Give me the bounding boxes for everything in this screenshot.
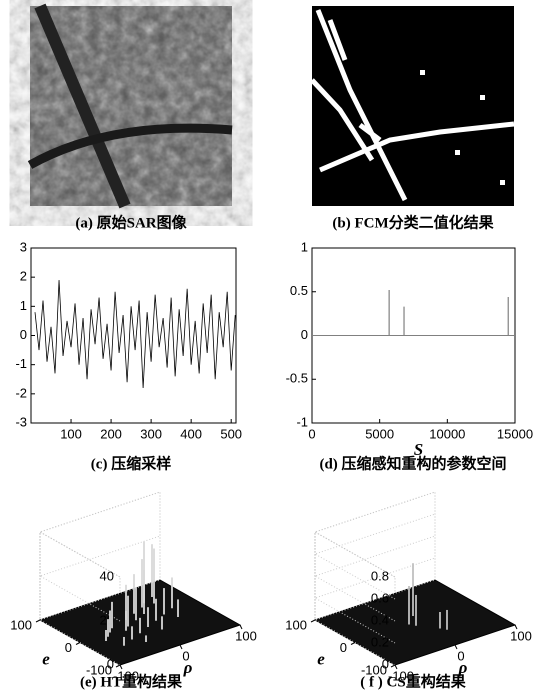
z-tick-label: 0 [107, 656, 114, 671]
x-tick-label: 0 [308, 426, 315, 441]
y-tick [35, 619, 41, 623]
y-tick-label: 2 [20, 269, 27, 284]
z-tick-label: 0 [382, 656, 389, 671]
y-tick-label: 100 [10, 617, 32, 632]
x-tick-label: 400 [180, 426, 202, 441]
caption: (d) 压缩感知重构的参数空间 [319, 454, 506, 472]
x-tick-label: -100 [113, 668, 139, 683]
grid-line [313, 535, 436, 622]
x-tick-label: 15000 [497, 426, 533, 441]
y-axis-label: e [42, 649, 50, 668]
caption: (b) FCM分类二值化结果 [332, 213, 494, 231]
y-tick-label: 0 [20, 327, 27, 342]
z-tick-label: 0.4 [371, 612, 389, 627]
x-tick-label: 100 [60, 426, 82, 441]
y-tick-label: -3 [15, 414, 27, 429]
x-tick [394, 664, 398, 670]
x-tick-label: 5000 [365, 426, 394, 441]
y-tick [310, 619, 316, 623]
grid-line [313, 557, 436, 644]
y-tick [115, 664, 121, 668]
y-tick-label: 0 [65, 640, 72, 655]
grid-line [313, 513, 436, 600]
y-tick-label: -2 [15, 385, 27, 400]
y-tick-label: 0 [301, 327, 308, 342]
x-tick-label: 300 [140, 426, 162, 441]
y-tick-label: -1 [15, 356, 27, 371]
x-tick-label: 10000 [429, 426, 465, 441]
x-axis-label: S [414, 440, 423, 459]
x-tick [119, 664, 123, 670]
x-tick-label: 0 [182, 648, 189, 663]
x-tick-label: 100 [510, 628, 532, 643]
y-tick-label: 100 [285, 617, 307, 632]
x-tick-label: -100 [388, 668, 414, 683]
y-axis-label: e [317, 649, 325, 668]
x-tick-label: 100 [235, 628, 257, 643]
y-tick-label: 0.5 [290, 283, 308, 298]
z-tick-label: 0.8 [371, 568, 389, 583]
z-tick-label: 0.6 [371, 590, 389, 605]
binary-image [310, 6, 515, 206]
x-tick [179, 644, 183, 650]
y-tick-label: 1 [20, 298, 27, 313]
caption: (a) 原始SAR图像 [75, 213, 187, 231]
z-tick-label: 0.2 [371, 634, 389, 649]
caption: (c) 压缩采样 [91, 454, 171, 472]
z-tick-label: 40 [100, 568, 114, 583]
y-tick-label: -100 [86, 662, 112, 677]
floor [313, 579, 517, 666]
y-tick-label: -1 [296, 414, 308, 429]
x-tick-label: 200 [100, 426, 122, 441]
grid-line [38, 491, 161, 578]
y-tick-label: -0.5 [286, 371, 308, 386]
y-tick-label: 0 [340, 640, 347, 655]
sar-image [27, 3, 233, 209]
x-tick-label: 500 [220, 426, 242, 441]
x-axis-label: ρ [183, 658, 193, 677]
y-tick-label: -100 [361, 662, 387, 677]
signal-line [34, 280, 236, 389]
y-tick [350, 642, 356, 645]
x-tick [454, 644, 458, 650]
caption: (e) HT重构结果 [80, 672, 183, 690]
y-tick [390, 664, 396, 668]
y-tick-label: 1 [301, 239, 308, 254]
x-tick [239, 624, 243, 630]
y-tick-label: 3 [20, 239, 27, 254]
grid-line [313, 491, 436, 578]
x-axis-label: ρ [458, 658, 468, 677]
grid-line [38, 535, 161, 622]
grid-line [313, 579, 436, 666]
y-tick [75, 642, 81, 645]
x-tick [514, 624, 518, 630]
x-tick-label: 0 [457, 648, 464, 663]
caption: ( f ) CS重构结果 [360, 672, 466, 690]
grid-line [38, 579, 161, 666]
